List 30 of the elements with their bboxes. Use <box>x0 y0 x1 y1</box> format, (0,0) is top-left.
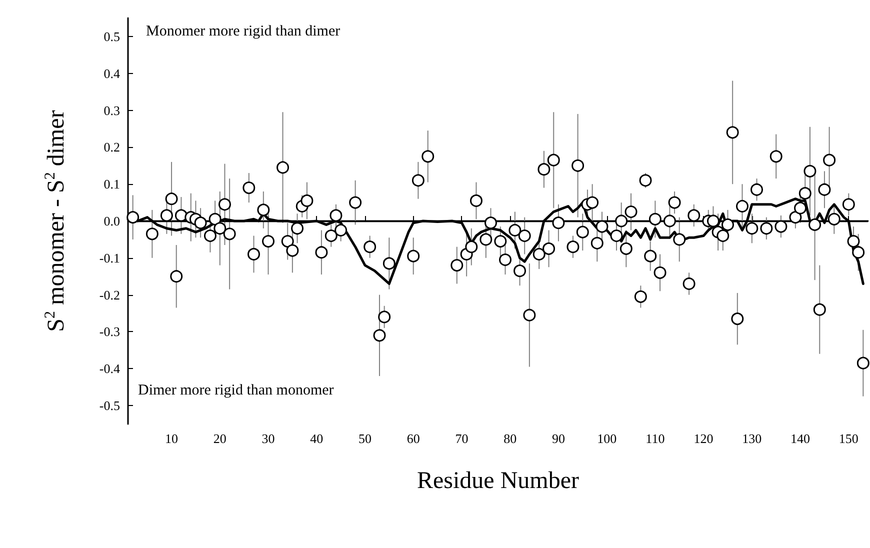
x-tick-label: 50 <box>358 431 372 446</box>
y-tick-label: -0.2 <box>99 287 120 302</box>
x-tick-label: 80 <box>504 431 517 446</box>
x-tick-label: 140 <box>790 431 810 446</box>
x-tick-label: 30 <box>262 431 275 446</box>
y-tick-label: -0.5 <box>99 398 120 414</box>
y-tick-label: -0.4 <box>99 361 120 376</box>
y-tick-label: 0.0 <box>104 214 120 228</box>
y-tick-label: 0.3 <box>104 102 120 118</box>
x-tick-label: 120 <box>694 431 714 446</box>
y-axis-title: S2 monomer - S2 dimer <box>42 110 70 332</box>
x-tick-label: 110 <box>646 431 665 446</box>
y-tick-label: -0.1 <box>99 250 120 266</box>
x-axis-title: Residue Number <box>417 468 579 494</box>
x-tick-label: 10 <box>165 431 178 446</box>
x-tick-label: 130 <box>742 431 762 446</box>
x-tick-label: 40 <box>310 431 324 446</box>
x-tick-label: 20 <box>213 431 226 446</box>
annotation: Dimer more rigid than monomer <box>138 382 334 398</box>
x-tick-label: 90 <box>552 431 565 446</box>
x-tick-label: 100 <box>597 431 617 446</box>
x-tick-label: 60 <box>406 431 420 446</box>
y-tick-label: 0.5 <box>104 28 120 44</box>
y-tick-label: 0.1 <box>104 176 120 192</box>
annotation: Monomer more rigid than dimer <box>146 24 340 40</box>
y-tick-label: 0.4 <box>104 66 120 81</box>
y-tick-label: 0.2 <box>104 140 120 155</box>
x-tick-label: 150 <box>838 431 858 446</box>
x-tick-label: 70 <box>455 431 468 446</box>
y-tick-label: -0.3 <box>99 324 120 340</box>
